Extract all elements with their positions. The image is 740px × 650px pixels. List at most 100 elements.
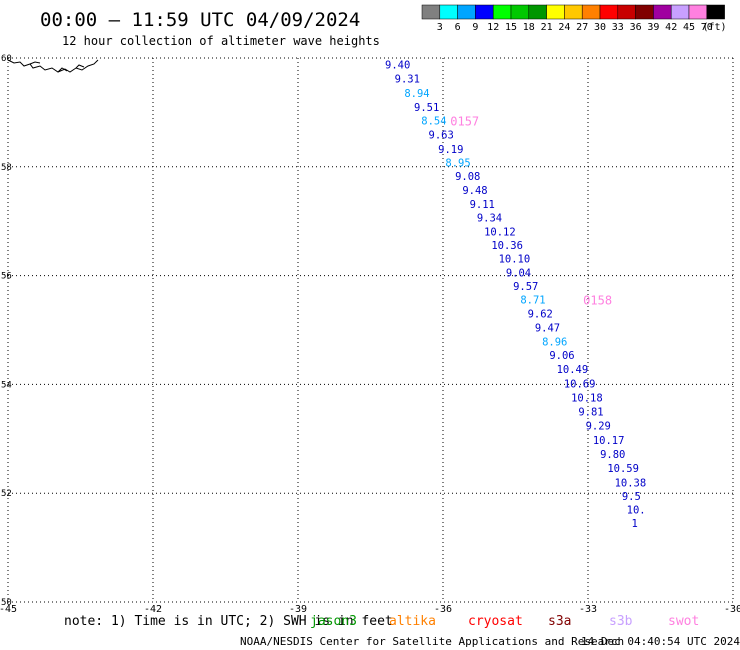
x-tick-label: -33 (579, 604, 597, 615)
wave-height-label: 9.34 (477, 212, 502, 224)
colorbar-swatch (635, 4, 654, 20)
wave-height-label: 10.12 (484, 227, 516, 239)
colorbar-label: 45 (683, 22, 695, 33)
x-tick-label: -42 (144, 604, 162, 615)
wave-height-label: 9.5 (622, 491, 641, 503)
grid-lines (7, 57, 734, 603)
wave-height-label: 9.81 (578, 407, 603, 419)
colorbar-swatch (528, 4, 547, 20)
colorbar-swatch (492, 4, 512, 20)
mission-label: cryosat (468, 614, 523, 629)
wave-height-label: 8.95 (445, 157, 470, 169)
colorbar-swatch (617, 4, 636, 20)
colorbar-swatch (564, 4, 583, 20)
colorbar-unit: (ft) (703, 22, 727, 33)
colorbar-label: 36 (630, 22, 642, 33)
y-tick-label: 60 (1, 54, 12, 64)
colorbar-swatch (706, 4, 725, 20)
colorbar-label: 6 (455, 22, 461, 33)
mission-legend: jason3 altika cryosat s3a s3b swot (310, 614, 699, 629)
wave-height-label: 9.19 (438, 144, 463, 156)
colorbar-label: 15 (505, 22, 517, 33)
wave-height-label: 9.04 (506, 267, 531, 279)
colorbar-label: 70 (701, 22, 713, 33)
axis-tick-labels: -45 -42 -39 -36 -33 -30 50 52 54 56 58 60 (0, 54, 740, 615)
pass-time-label: 0158 (583, 294, 612, 308)
wave-height-label: 9.06 (549, 350, 574, 362)
colorbar-swatch (670, 4, 690, 20)
wave-height-label: 10.18 (571, 392, 603, 404)
chart-title: 00:00 – 11:59 UTC 04/09/2024 (40, 9, 360, 31)
colorbar-label: 9 (472, 22, 478, 33)
colorbar-swatch (653, 4, 672, 20)
wave-height-label: 10.17 (593, 435, 625, 447)
wave-height-label: 8.71 (520, 295, 545, 307)
colorbar-swatch (581, 4, 601, 20)
pass-time-label: 0157 (450, 115, 479, 129)
mission-label: swot (668, 614, 699, 629)
colorbar-swatch (688, 4, 708, 20)
footer-credit: NOAA/NESDIS Center for Satellite Applica… (240, 635, 624, 648)
colorbar-label: 27 (576, 22, 588, 33)
wave-height-label: 9.11 (470, 199, 495, 211)
colorbar-label: 21 (541, 22, 553, 33)
mission-label: altika (389, 614, 436, 629)
wave-height-label: 9.51 (414, 102, 439, 114)
colorbar-swatch (439, 4, 458, 20)
y-tick-label: 52 (1, 489, 12, 499)
x-tick-label: -30 (724, 604, 740, 615)
colorbar-label: 42 (665, 22, 677, 33)
colorbar-swatch (457, 4, 476, 20)
wave-height-label: 9.08 (455, 171, 480, 183)
colorbar-label: 33 (612, 22, 624, 33)
colorbar-legend: 3 6 9 12 15 18 21 24 27 30 33 36 39 42 45 70(ft) (421, 4, 727, 33)
wave-height-label: 10. (627, 505, 646, 517)
colorbar-label: 30 (594, 22, 606, 33)
y-tick-label: 54 (1, 380, 12, 390)
colorbar-swatch (510, 4, 530, 20)
wave-height-label: 9.63 (429, 130, 454, 142)
wave-height-label: 9.31 (395, 74, 420, 86)
wave-height-label: 10.38 (615, 477, 647, 489)
wave-height-label: 10.49 (557, 364, 589, 376)
wave-height-points: 9.40 9.31 8.94 9.51 8.54 9.63 9.198.95 9.08 9.48… (385, 60, 646, 531)
y-tick-label: 50 (1, 598, 12, 608)
mission-label: jason3 (310, 614, 357, 629)
wave-height-label: 9.40 (385, 60, 410, 72)
wave-height-label: 8.54 (421, 116, 446, 128)
colorbar-swatch (475, 4, 494, 20)
y-tick-label: 58 (1, 163, 12, 173)
wave-height-label: 10.36 (491, 240, 523, 252)
colorbar-label: 24 (558, 22, 570, 33)
footer-timestamp: 14 Dec 04:40:54 UTC 2024 (581, 635, 740, 648)
wave-height-label: 9.48 (462, 185, 487, 197)
colorbar-label: 18 (523, 22, 535, 33)
x-tick-label: -45 (0, 604, 17, 615)
x-tick-label: -39 (289, 604, 307, 615)
colorbar-label: 3 (437, 22, 443, 33)
mission-label: s3b (609, 614, 633, 629)
wave-height-label: 10.10 (499, 254, 531, 266)
wave-height-label: 9.47 (535, 322, 560, 334)
colorbar-swatch (421, 4, 441, 20)
pass-annotations: 0157 0158 (450, 115, 612, 308)
wave-height-label: 8.94 (404, 88, 429, 100)
chart-subtitle: 12 hour collection of altimeter wave hei… (62, 34, 380, 48)
colorbar-label: 12 (487, 22, 499, 33)
footer-note: note: 1) Time is in UTC; 2) SWH is in fe… (64, 614, 393, 629)
colorbar-label: 39 (647, 22, 659, 33)
wave-height-label: 8.96 (542, 336, 567, 348)
wave-height-label: 10.69 (564, 378, 596, 390)
wave-height-label: 9.57 (513, 281, 538, 293)
mission-label: s3a (548, 614, 571, 629)
x-tick-label: -36 (434, 604, 452, 615)
wave-height-label: 9.62 (528, 309, 553, 321)
colorbar-swatch (599, 4, 619, 20)
coastline (7, 59, 99, 73)
wave-height-label: 9.29 (586, 421, 611, 433)
wave-height-label: 10.59 (607, 463, 639, 475)
wave-height-label: 9.80 (600, 449, 625, 461)
colorbar-swatch (546, 4, 565, 20)
y-tick-label: 56 (1, 272, 12, 282)
